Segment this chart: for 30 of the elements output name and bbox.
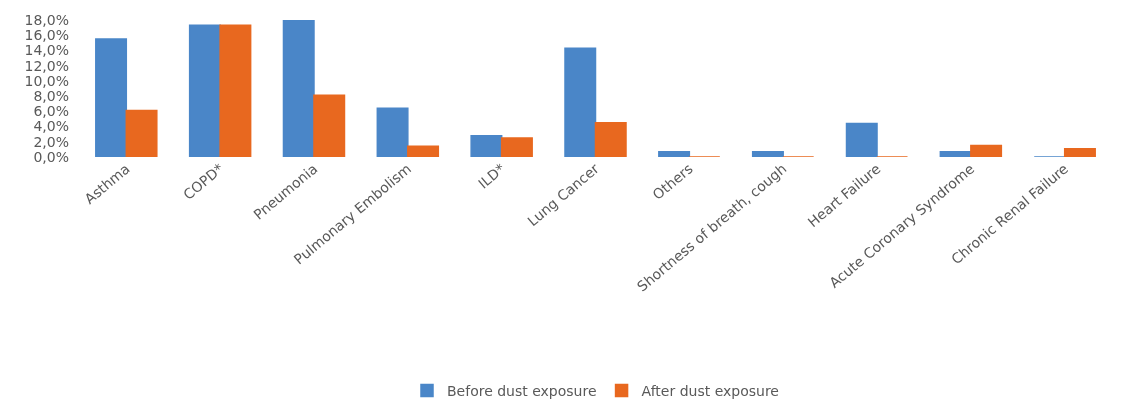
y-tick-label: 12,0% bbox=[24, 57, 69, 74]
bar bbox=[188, 24, 221, 157]
y-tick-label: 16,0% bbox=[24, 27, 69, 44]
y-tick-label: 0,0% bbox=[33, 148, 69, 165]
bar bbox=[658, 150, 691, 157]
bar bbox=[407, 145, 440, 157]
bar bbox=[751, 150, 784, 157]
bar bbox=[1063, 147, 1096, 157]
bar bbox=[564, 47, 597, 157]
bar bbox=[313, 94, 346, 157]
bar bbox=[376, 107, 409, 157]
y-tick-label: 4,0% bbox=[33, 118, 69, 135]
bar bbox=[282, 20, 315, 157]
y-tick-label: 8,0% bbox=[33, 88, 69, 105]
bar bbox=[500, 137, 533, 157]
bar bbox=[970, 144, 1003, 157]
bar bbox=[594, 122, 627, 157]
bar bbox=[470, 134, 503, 157]
bar bbox=[95, 38, 128, 157]
bar bbox=[939, 150, 972, 157]
legend-label: After dust exposure bbox=[641, 383, 779, 400]
y-tick-label: 2,0% bbox=[33, 133, 69, 150]
y-tick-label: 10,0% bbox=[24, 72, 69, 89]
y-tick-label: 18,0% bbox=[24, 11, 69, 28]
y-tick-label: 14,0% bbox=[24, 42, 69, 59]
bar bbox=[845, 122, 878, 157]
bar bbox=[219, 24, 252, 157]
legend-label: Before dust exposure bbox=[447, 383, 597, 400]
y-tick-label: 6,0% bbox=[33, 103, 69, 120]
bar bbox=[125, 109, 158, 157]
